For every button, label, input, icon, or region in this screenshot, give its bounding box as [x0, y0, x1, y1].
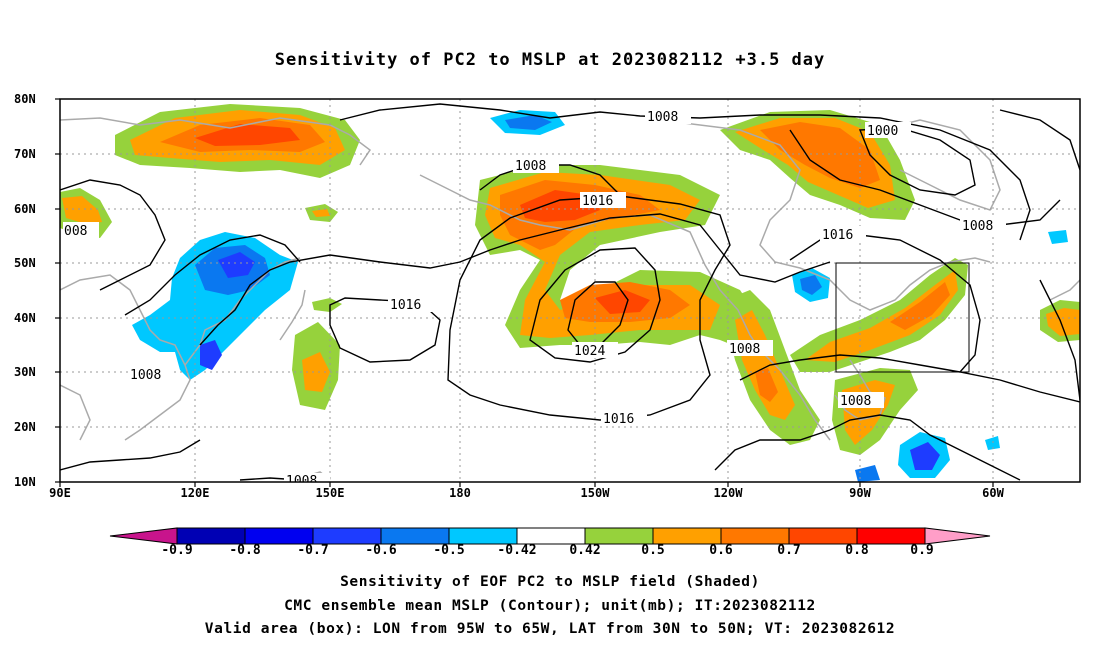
colorbar-label: 0.6	[709, 543, 733, 558]
colorbar-swatch	[448, 527, 518, 545]
lon-tick-label: 60W	[982, 486, 1004, 500]
colorbar-swatch	[584, 527, 654, 545]
colorbar-swatch	[312, 527, 382, 545]
colorbar-label: -0.6	[365, 543, 397, 558]
coastlines	[60, 117, 1080, 481]
contour-label: 1024	[574, 344, 605, 359]
lat-tick-label: 50N	[14, 256, 36, 270]
lat-tick-label: 20N	[14, 420, 36, 434]
colorbar-swatch	[176, 527, 246, 545]
valid-area-box	[835, 262, 970, 373]
colorbar-label: 0.5	[641, 543, 665, 558]
negative-sensitivity-shading	[132, 110, 1068, 482]
contour-label: 1008	[840, 394, 871, 409]
lon-tick-label: 120W	[713, 486, 743, 500]
lat-tick-label: 40N	[14, 311, 36, 325]
lon-tick-label: 150E	[315, 486, 345, 500]
colorbar-label: -0.8	[229, 543, 261, 558]
contour-label: 1016	[822, 228, 853, 243]
contour-label: 1016	[582, 194, 613, 209]
caption-line-1: Sensitivity of EOF PC2 to MSLP field (Sh…	[340, 574, 760, 590]
contour-label: 1008	[729, 342, 760, 357]
lat-tick-label: 70N	[14, 147, 36, 161]
contour-label: 1008	[515, 159, 546, 174]
caption-line-2: CMC ensemble mean MSLP (Contour); unit(m…	[284, 598, 816, 614]
colorbar-swatch	[244, 527, 314, 545]
axis-ticks	[55, 98, 994, 487]
lat-tick-label: 60N	[14, 202, 36, 216]
colorbar-label: 0.42	[569, 543, 601, 558]
lat-tick-label: 30N	[14, 365, 36, 379]
contour-label: 1016	[603, 412, 634, 427]
colorbar-swatch	[720, 527, 790, 545]
colorbar-over-triangle	[924, 527, 991, 545]
contour-label: 1008	[647, 110, 678, 125]
caption-line-3: Valid area (box): LON from 95W to 65W, L…	[204, 621, 896, 637]
contour-label: 1008	[286, 474, 317, 489]
colorbar-swatch	[516, 527, 586, 545]
contour-label: 1008	[130, 368, 161, 383]
colorbar-label: 0.9	[910, 543, 934, 558]
chart-title: Sensitivity of PC2 to MSLP at 2023082112…	[274, 50, 826, 70]
colorbar-label: 0.8	[845, 543, 869, 558]
colorbar-label: -0.5	[433, 543, 465, 558]
lon-tick-label: 180	[449, 486, 471, 500]
contour-label: 1008	[962, 219, 993, 234]
colorbar	[109, 527, 991, 545]
lat-tick-label: 10N	[14, 475, 36, 489]
plot-frame	[59, 98, 1081, 483]
colorbar-swatch	[652, 527, 722, 545]
colorbar-label: -0.7	[297, 543, 329, 558]
lat-tick-label: 80N	[14, 92, 36, 106]
contour-label: 1000	[867, 124, 898, 139]
lon-tick-label: 90W	[849, 486, 871, 500]
contour-label: 1016	[390, 298, 421, 313]
colorbar-under-triangle	[109, 527, 178, 545]
colorbar-label: -0.9	[161, 543, 193, 558]
lon-tick-label: 90E	[49, 486, 71, 500]
colorbar-label: 0.7	[777, 543, 801, 558]
contour-label: 008	[64, 224, 87, 239]
lon-tick-label: 120E	[180, 486, 210, 500]
colorbar-label: -0.42	[497, 543, 537, 558]
colorbar-swatch	[856, 527, 926, 545]
colorbar-swatch	[788, 527, 858, 545]
colorbar-swatch	[380, 527, 450, 545]
lon-tick-label: 150W	[580, 486, 610, 500]
